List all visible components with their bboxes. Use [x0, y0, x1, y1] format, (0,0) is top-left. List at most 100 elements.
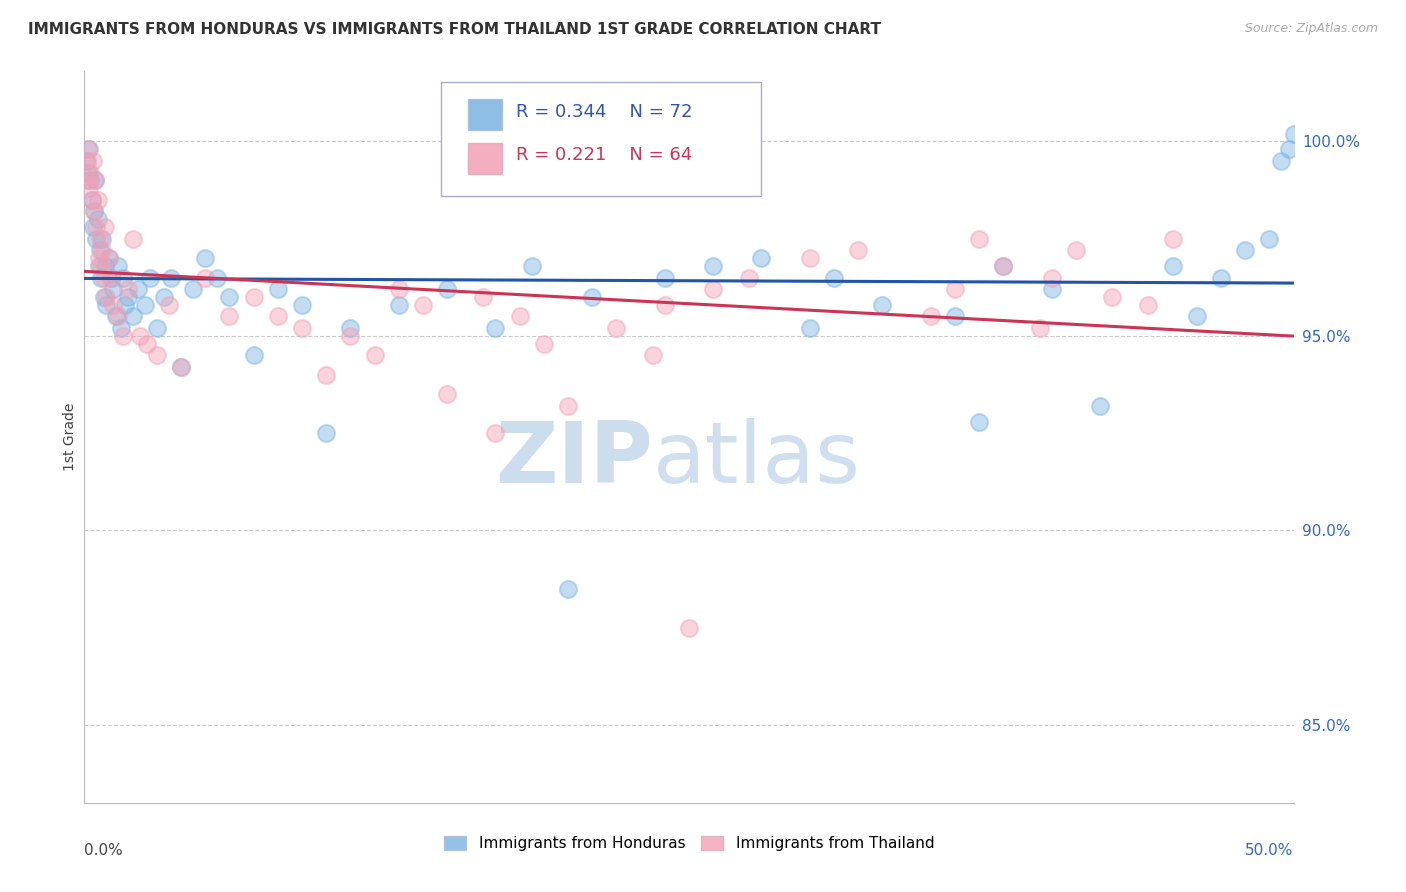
- Point: [153, 290, 176, 304]
- Point: [117, 290, 139, 304]
- Point: [79, 173, 101, 187]
- Point: [484, 426, 506, 441]
- Point: [993, 259, 1015, 273]
- Point: [581, 290, 603, 304]
- Bar: [468, 143, 502, 174]
- Point: [654, 270, 676, 285]
- Point: [86, 219, 108, 234]
- Point: [641, 348, 664, 362]
- Point: [80, 193, 103, 207]
- Point: [1234, 244, 1257, 258]
- Point: [136, 336, 159, 351]
- Text: 0.0%: 0.0%: [84, 843, 124, 858]
- Point: [87, 259, 110, 273]
- Point: [1101, 290, 1123, 304]
- Point: [751, 251, 773, 265]
- Point: [90, 270, 112, 285]
- Point: [472, 290, 495, 304]
- Legend: Immigrants from Honduras, Immigrants from Thailand: Immigrants from Honduras, Immigrants fro…: [437, 830, 941, 857]
- Point: [76, 153, 98, 168]
- Point: [1137, 298, 1160, 312]
- Point: [1278, 142, 1301, 156]
- Point: [823, 270, 845, 285]
- Point: [218, 310, 240, 324]
- Point: [1040, 270, 1063, 285]
- Point: [80, 193, 103, 207]
- Point: [339, 329, 361, 343]
- Point: [103, 282, 125, 296]
- Point: [412, 298, 434, 312]
- Point: [738, 270, 761, 285]
- Point: [557, 582, 579, 596]
- Text: 50.0%: 50.0%: [1246, 843, 1294, 858]
- Point: [93, 270, 115, 285]
- Point: [90, 259, 112, 273]
- Point: [557, 399, 579, 413]
- Point: [89, 232, 111, 246]
- Point: [1064, 244, 1087, 258]
- Text: atlas: atlas: [652, 417, 860, 500]
- Point: [678, 621, 700, 635]
- Point: [218, 290, 240, 304]
- Text: ZIP: ZIP: [495, 417, 652, 500]
- Point: [86, 193, 108, 207]
- Point: [654, 298, 676, 312]
- Point: [82, 153, 104, 168]
- Point: [388, 282, 411, 296]
- Point: [77, 181, 100, 195]
- Point: [533, 336, 555, 351]
- Point: [436, 282, 458, 296]
- Point: [799, 251, 821, 265]
- Point: [1040, 282, 1063, 296]
- Point: [943, 282, 966, 296]
- Point: [138, 270, 160, 285]
- Point: [194, 251, 217, 265]
- Point: [110, 321, 132, 335]
- Y-axis label: 1st Grade: 1st Grade: [63, 403, 77, 471]
- Point: [267, 282, 290, 296]
- Point: [93, 290, 115, 304]
- Point: [83, 204, 105, 219]
- Point: [242, 348, 264, 362]
- Point: [702, 259, 724, 273]
- Point: [1209, 270, 1232, 285]
- Point: [84, 173, 107, 187]
- Point: [103, 298, 125, 312]
- Point: [363, 348, 385, 362]
- Point: [146, 321, 169, 335]
- Point: [484, 321, 506, 335]
- Text: IMMIGRANTS FROM HONDURAS VS IMMIGRANTS FROM THAILAND 1ST GRADE CORRELATION CHART: IMMIGRANTS FROM HONDURAS VS IMMIGRANTS F…: [28, 22, 882, 37]
- Point: [1161, 259, 1184, 273]
- Point: [79, 165, 101, 179]
- Point: [267, 310, 290, 324]
- Point: [181, 282, 204, 296]
- Point: [129, 329, 152, 343]
- Point: [339, 321, 361, 335]
- Point: [170, 359, 193, 374]
- Point: [157, 298, 180, 312]
- Point: [436, 387, 458, 401]
- Point: [207, 270, 229, 285]
- Point: [993, 259, 1015, 273]
- Point: [107, 259, 129, 273]
- Point: [1270, 153, 1292, 168]
- Point: [86, 232, 108, 246]
- Point: [194, 270, 217, 285]
- Point: [242, 290, 264, 304]
- Point: [77, 165, 100, 179]
- Text: Source: ZipAtlas.com: Source: ZipAtlas.com: [1244, 22, 1378, 36]
- Point: [121, 310, 143, 324]
- Point: [1258, 232, 1281, 246]
- Point: [76, 173, 98, 187]
- Point: [291, 321, 314, 335]
- Text: R = 0.221    N = 64: R = 0.221 N = 64: [516, 146, 692, 164]
- Point: [77, 142, 100, 156]
- Point: [315, 426, 337, 441]
- Point: [943, 310, 966, 324]
- Point: [509, 310, 531, 324]
- Point: [605, 321, 627, 335]
- Point: [94, 290, 117, 304]
- FancyBboxPatch shape: [441, 82, 762, 195]
- Point: [117, 282, 139, 296]
- Point: [75, 153, 97, 168]
